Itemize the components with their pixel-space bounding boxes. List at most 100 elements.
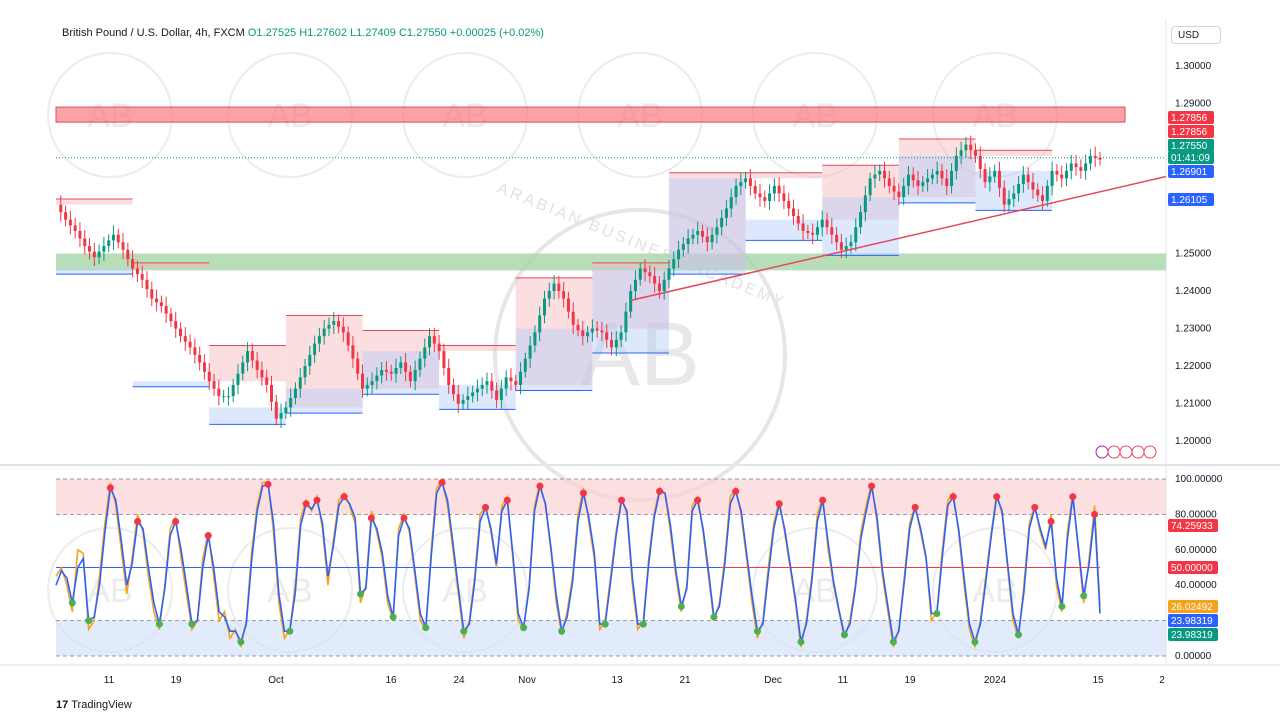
- stoch-peak-dot: [106, 484, 114, 492]
- stoch-peak-dot: [579, 489, 587, 497]
- tradingview-wordmark: TradingView: [71, 699, 132, 711]
- price-label: 1.27856: [1171, 127, 1208, 138]
- candle-body: [509, 377, 513, 382]
- stoch-peak-dot: [656, 487, 664, 495]
- currency-selector[interactable]: USD: [1171, 26, 1221, 44]
- candle-body: [404, 362, 408, 372]
- candle-body: [255, 360, 259, 370]
- candle-body: [442, 351, 446, 369]
- candle-body: [356, 358, 360, 374]
- stoch-peak-dot: [694, 496, 702, 504]
- candle-body: [327, 324, 331, 329]
- stoch-peak-dot: [732, 487, 740, 495]
- time-tick: 19: [904, 675, 916, 686]
- candle-body: [150, 289, 154, 299]
- stoch-trough-dot: [85, 617, 93, 625]
- time-tick: 24: [453, 675, 465, 686]
- stoch-peak-dot: [1047, 517, 1055, 525]
- candle-body: [1007, 199, 1011, 205]
- candle-body: [681, 244, 685, 250]
- candle-body: [380, 369, 384, 376]
- candle-body: [485, 381, 489, 385]
- candle-body: [217, 388, 221, 397]
- candle-body: [724, 208, 728, 218]
- candle-body: [111, 234, 115, 241]
- candle-body: [763, 197, 767, 201]
- pivot-high-shade: [975, 150, 1053, 156]
- candle-body: [351, 345, 355, 359]
- candle-body: [729, 197, 733, 209]
- candle-body: [964, 144, 968, 151]
- candle-body: [293, 388, 297, 399]
- candle-body: [643, 268, 647, 273]
- stoch-trough-dot: [422, 624, 430, 632]
- candle-body: [332, 321, 336, 325]
- candle-body: [274, 401, 278, 419]
- candle-body: [969, 144, 973, 151]
- stoch-peak-dot: [503, 496, 511, 504]
- stoch-label: 23.98319: [1171, 616, 1213, 627]
- stoch-peak-dot: [400, 514, 408, 522]
- stoch-peak-dot: [618, 496, 625, 504]
- stoch-label-bg: [1168, 614, 1218, 627]
- candle-body: [538, 315, 542, 333]
- candle-body: [595, 328, 599, 331]
- price-tick: 1.22000: [1175, 361, 1212, 372]
- stoch-trough-dot: [710, 613, 718, 621]
- candle-body: [744, 178, 748, 183]
- candle-body: [739, 182, 743, 186]
- stoch-trough-dot: [520, 624, 528, 632]
- time-tick: Nov: [518, 675, 536, 686]
- candle-body: [600, 330, 604, 333]
- stoch-trough-dot: [357, 590, 364, 598]
- tradingview-logo[interactable]: 17 TradingView: [56, 699, 132, 711]
- candle-body: [135, 268, 139, 275]
- candle-body: [413, 369, 417, 382]
- candle-body: [859, 212, 863, 228]
- candle-body: [1050, 170, 1054, 186]
- time-tick: 11: [838, 675, 849, 686]
- candle-body: [576, 324, 580, 331]
- candle-body: [102, 245, 106, 252]
- price-label-bg: [1168, 151, 1214, 164]
- candle-body: [456, 394, 460, 404]
- time-tick: Oct: [268, 675, 284, 686]
- stoch-peak-dot: [134, 517, 142, 525]
- candle-body: [317, 336, 321, 344]
- candle-body: [73, 225, 77, 231]
- stoch-tick: 0.00000: [1175, 651, 1212, 662]
- candle-body: [926, 178, 930, 183]
- stoch-peak-dot: [264, 480, 272, 488]
- candle-body: [131, 259, 135, 269]
- candle-body: [341, 326, 345, 333]
- stoch-trough-dot: [1014, 631, 1022, 639]
- symbol-title[interactable]: British Pound / U.S. Dollar, 4h, FXCM: [62, 27, 245, 39]
- candle-body: [748, 178, 752, 186]
- candle-body: [557, 283, 561, 292]
- candle-body: [921, 182, 925, 186]
- stoch-label-bg: [1168, 561, 1218, 574]
- stoch-label-bg: [1168, 600, 1218, 613]
- candle-body: [758, 193, 762, 198]
- candle-body: [586, 332, 590, 337]
- candle-body: [447, 368, 451, 385]
- candle-body: [1074, 163, 1078, 168]
- candle-body: [303, 366, 307, 378]
- pivot-high-shade: [745, 172, 823, 179]
- pivot-high-shade: [56, 199, 133, 205]
- candle-body: [289, 398, 293, 408]
- stoch-label: 50.00000: [1171, 563, 1213, 574]
- stoch-peak-dot: [775, 500, 783, 508]
- candle-body: [519, 371, 523, 385]
- candle-body: [590, 328, 594, 333]
- candle-body: [1055, 170, 1059, 175]
- time-tick: 11: [104, 675, 115, 686]
- stoch-trough-dot: [460, 627, 468, 635]
- candle-body: [284, 407, 288, 414]
- candle-body: [1026, 174, 1030, 183]
- candle-body: [887, 178, 891, 186]
- candle-body: [1098, 157, 1102, 160]
- candle-body: [648, 272, 652, 277]
- candle-body: [710, 234, 714, 243]
